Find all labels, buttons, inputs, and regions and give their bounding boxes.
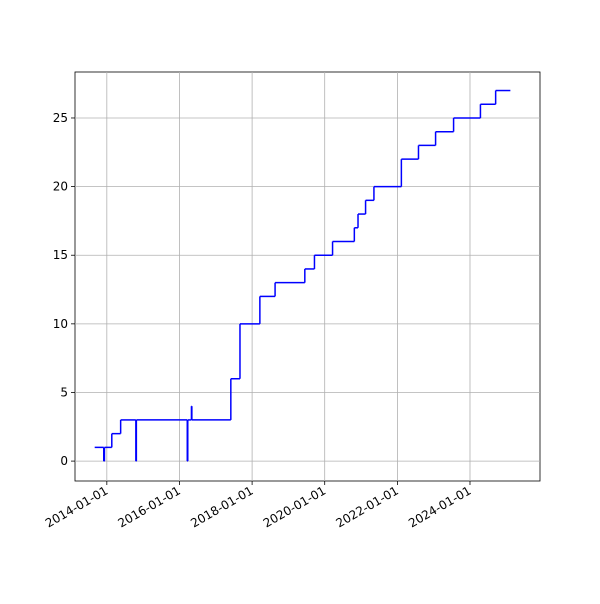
x-tick-label: 2014-01-01	[43, 483, 110, 530]
y-tick-label: 10	[53, 317, 68, 331]
y-tick-label: 0	[60, 454, 68, 468]
y-tick-label: 25	[53, 111, 68, 125]
x-tick-label: 2022-01-01	[333, 483, 400, 530]
x-tick-label: 2020-01-01	[261, 483, 328, 530]
y-tick-label: 20	[53, 180, 68, 194]
x-tick-label: 2024-01-01	[406, 483, 473, 530]
x-tick-label: 2016-01-01	[116, 483, 183, 530]
y-tick-label: 5	[60, 385, 68, 399]
x-tick-label: 2018-01-01	[188, 483, 255, 530]
plot-frame	[74, 71, 541, 482]
y-tick-label: 15	[53, 248, 68, 262]
